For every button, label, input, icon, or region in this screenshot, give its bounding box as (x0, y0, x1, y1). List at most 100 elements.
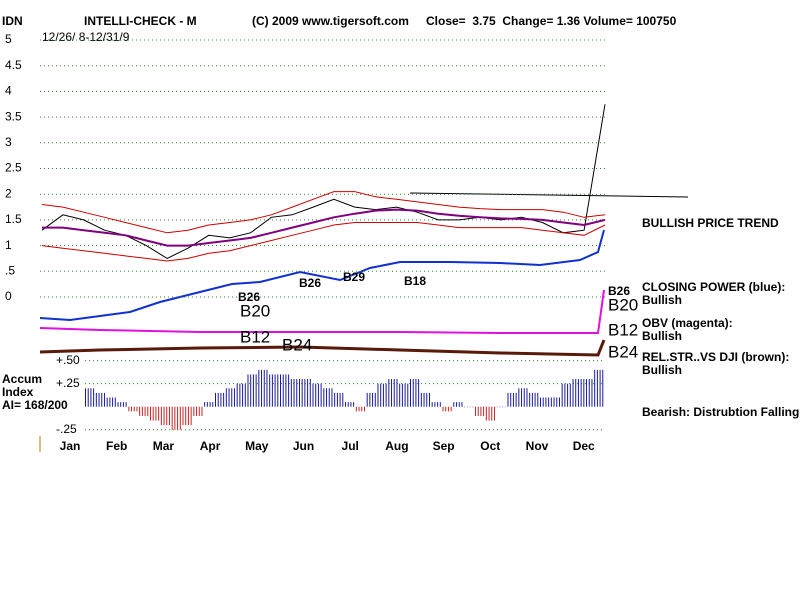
accum-bar (109, 397, 111, 407)
accum-bar (461, 402, 463, 407)
accum-bar (209, 402, 211, 407)
accum-bar (122, 402, 124, 407)
signal: B20 (240, 301, 270, 320)
accum-bar (263, 369, 265, 407)
accum-bar (483, 406, 485, 416)
accum-bar (128, 406, 130, 412)
accum-bar (125, 402, 127, 407)
accum-bar (431, 402, 433, 407)
accum-bar (236, 383, 238, 407)
accum-bar (512, 392, 514, 407)
accum-bar (103, 392, 105, 407)
rel-strength-line (39, 339, 606, 357)
accum-bar (548, 397, 550, 407)
accum-bar (301, 379, 303, 407)
accum-bar (87, 388, 89, 407)
accum-bar (526, 388, 528, 407)
accum-bar (288, 374, 290, 407)
accum-bar (458, 402, 460, 407)
accum-bar (266, 369, 268, 407)
accum-bar (556, 397, 558, 407)
accum-bar (580, 379, 582, 407)
quote: Close= 3.75 Change= 1.36 Volume= 100750 (426, 14, 677, 28)
y-tick-label: 2 (5, 186, 12, 200)
accum-bar (510, 392, 512, 407)
accum-bar (599, 369, 601, 407)
accum-bar (382, 383, 384, 407)
date-range: 12/26/ 8-12/31/9 (42, 30, 130, 44)
y-tick-label: 0 (5, 289, 12, 303)
accum-bar (247, 374, 249, 407)
y-tick-label: 3.5 (5, 109, 22, 123)
accum-bar (101, 392, 103, 407)
accum-bar (85, 388, 86, 407)
signal: B12 (240, 327, 270, 346)
y-tick-label: 2.5 (5, 161, 22, 175)
accum-bar (298, 379, 300, 407)
accum-bar (342, 392, 344, 407)
accum-bar (488, 406, 490, 421)
accum-bar (177, 406, 179, 430)
accum-bar (558, 397, 560, 407)
accum-bar (447, 406, 449, 412)
accum-bar (231, 388, 233, 407)
accum-bar (515, 392, 517, 407)
accum-bar (496, 406, 498, 408)
accum-bar (567, 383, 569, 407)
accum-bar (223, 392, 225, 407)
accum-bar (596, 369, 598, 407)
accum-bar (150, 406, 151, 421)
closing-power-line (39, 229, 605, 322)
accum-bar (410, 379, 411, 407)
accum-bar (328, 388, 330, 407)
accum-bar (90, 388, 92, 407)
accum-bar (369, 392, 371, 407)
accum-bar (453, 402, 455, 407)
accum-bar (258, 369, 260, 407)
accum-bar (334, 392, 336, 407)
accum-bar (336, 392, 338, 407)
accum-bar (201, 406, 203, 416)
y-tick-label: 4 (5, 84, 12, 98)
accum-bar (274, 374, 276, 407)
accum-bar (282, 374, 284, 407)
accum-bar (106, 397, 108, 407)
accum-bar (437, 402, 439, 407)
accum-bar (166, 406, 168, 426)
rs-label: REL.STR..VS DJI (brown): (642, 350, 789, 364)
accum-bar (569, 383, 571, 407)
accum-bar (442, 406, 444, 412)
accum-bar (353, 402, 355, 407)
x-tick-label: Aug (385, 439, 408, 453)
accum-bar (187, 406, 189, 426)
accum-bar (331, 388, 333, 407)
x-tick-label: Jul (342, 439, 359, 453)
accum-bar (182, 406, 184, 426)
accum-bar (575, 379, 577, 407)
accum-bar (464, 406, 466, 408)
accum-bar (206, 402, 208, 407)
y-tick-label: 5 (5, 32, 12, 46)
accum-bar (252, 374, 254, 407)
ai-value: AI= 168/200 (2, 398, 68, 412)
accum-bar (366, 392, 368, 407)
accum-bar (196, 406, 198, 416)
x-tick-label: May (245, 439, 269, 453)
accum-bar (396, 379, 398, 407)
accum-bar (193, 406, 195, 416)
accum-bar (577, 379, 579, 407)
accum-bar (521, 388, 523, 407)
accum-bar (553, 397, 555, 407)
cp-label: CLOSING POWER (blue): (642, 280, 785, 294)
accum-bar (586, 379, 588, 407)
accum-bar (133, 406, 135, 412)
accum-bar (502, 406, 504, 408)
accum-bar (372, 392, 374, 407)
accum-bar (185, 406, 187, 426)
accum-bar (280, 374, 281, 407)
accum-bar (255, 374, 257, 407)
accum-bar (339, 392, 341, 407)
accum-bar (404, 383, 406, 407)
obv-value: Bullish (642, 329, 682, 343)
y-tick-label: +.25 (56, 376, 80, 390)
